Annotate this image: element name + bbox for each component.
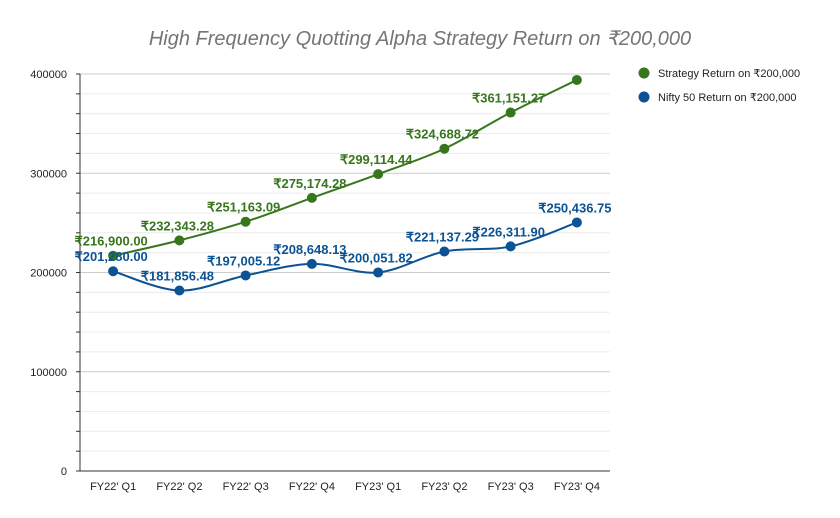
data-label: ₹251,163.09 — [207, 200, 280, 215]
x-tick-label: FY23' Q1 — [355, 481, 401, 493]
data-point — [505, 241, 516, 252]
axes: 0 100000 200000 300000 400000 FY22' Q1 FY22' Q… — [30, 69, 610, 493]
y-tick-label: 300000 — [30, 168, 67, 180]
data-point — [571, 217, 582, 228]
x-tick-label: FY23' Q2 — [421, 481, 467, 493]
legend-marker — [638, 67, 650, 79]
legend-marker — [638, 91, 650, 103]
data-point — [174, 285, 185, 296]
data-point — [174, 235, 185, 246]
data-point — [439, 143, 450, 154]
series-points — [108, 74, 582, 296]
x-tick-label: FY22' Q3 — [223, 481, 269, 493]
y-tick-label: 400000 — [30, 69, 67, 81]
data-point — [571, 74, 582, 85]
data-label: ₹221,137.29 — [406, 230, 479, 245]
x-tick-label: FY23' Q4 — [554, 481, 600, 493]
data-label: ₹197,005.12 — [207, 253, 280, 268]
data-label: ₹226,311.90 — [472, 224, 545, 239]
data-label: ₹299,114.44 — [340, 152, 413, 167]
data-label: ₹181,856.48 — [141, 269, 214, 284]
y-tick-label: 0 — [61, 466, 67, 478]
data-point — [373, 267, 384, 278]
data-point — [240, 216, 251, 227]
x-tick-label: FY22' Q2 — [156, 481, 202, 493]
data-label: ₹201,280.00 — [74, 249, 147, 264]
data-point — [505, 107, 516, 118]
data-label: ₹232,343.28 — [141, 218, 214, 233]
data-label: ₹208,648.13 — [273, 242, 346, 257]
series-lines — [112, 79, 578, 292]
y-tick-label: 200000 — [30, 268, 67, 280]
legend-label: Nifty 50 Return on ₹200,000 — [658, 92, 796, 104]
series-line-2 — [112, 221, 578, 292]
x-tick-label: FY23' Q3 — [488, 481, 534, 493]
data-label: ₹361,151.27 — [472, 91, 545, 106]
data-point — [373, 169, 384, 180]
data-point — [108, 250, 119, 261]
data-label: ₹275,174.28 — [273, 176, 346, 191]
chart-title: High Frequency Quotting Alpha Strategy R… — [149, 28, 691, 50]
data-labels: ₹216,900.00₹232,343.28 ₹251,163.09 ₹275,17… — [74, 91, 611, 284]
data-label: ₹324,688.72 — [406, 127, 479, 142]
data-point — [439, 246, 450, 257]
data-label: ₹200,051.82 — [339, 250, 412, 265]
data-point — [108, 266, 119, 277]
data-point — [306, 258, 317, 269]
gridlines — [80, 73, 610, 452]
x-tick-label: FY22' Q4 — [289, 481, 335, 493]
x-tick-label: FY22' Q1 — [90, 481, 136, 493]
data-label: ₹216,900.00 — [74, 234, 147, 249]
data-label: ₹250,436.75 — [538, 200, 611, 215]
y-tick-label: 100000 — [30, 367, 67, 379]
data-point — [240, 270, 251, 281]
legend: Strategy Return on ₹200,000 Nifty 50 Retu… — [638, 67, 800, 104]
data-point — [306, 192, 317, 203]
legend-label: Strategy Return on ₹200,000 — [658, 68, 800, 80]
series-line-1 — [112, 79, 578, 257]
